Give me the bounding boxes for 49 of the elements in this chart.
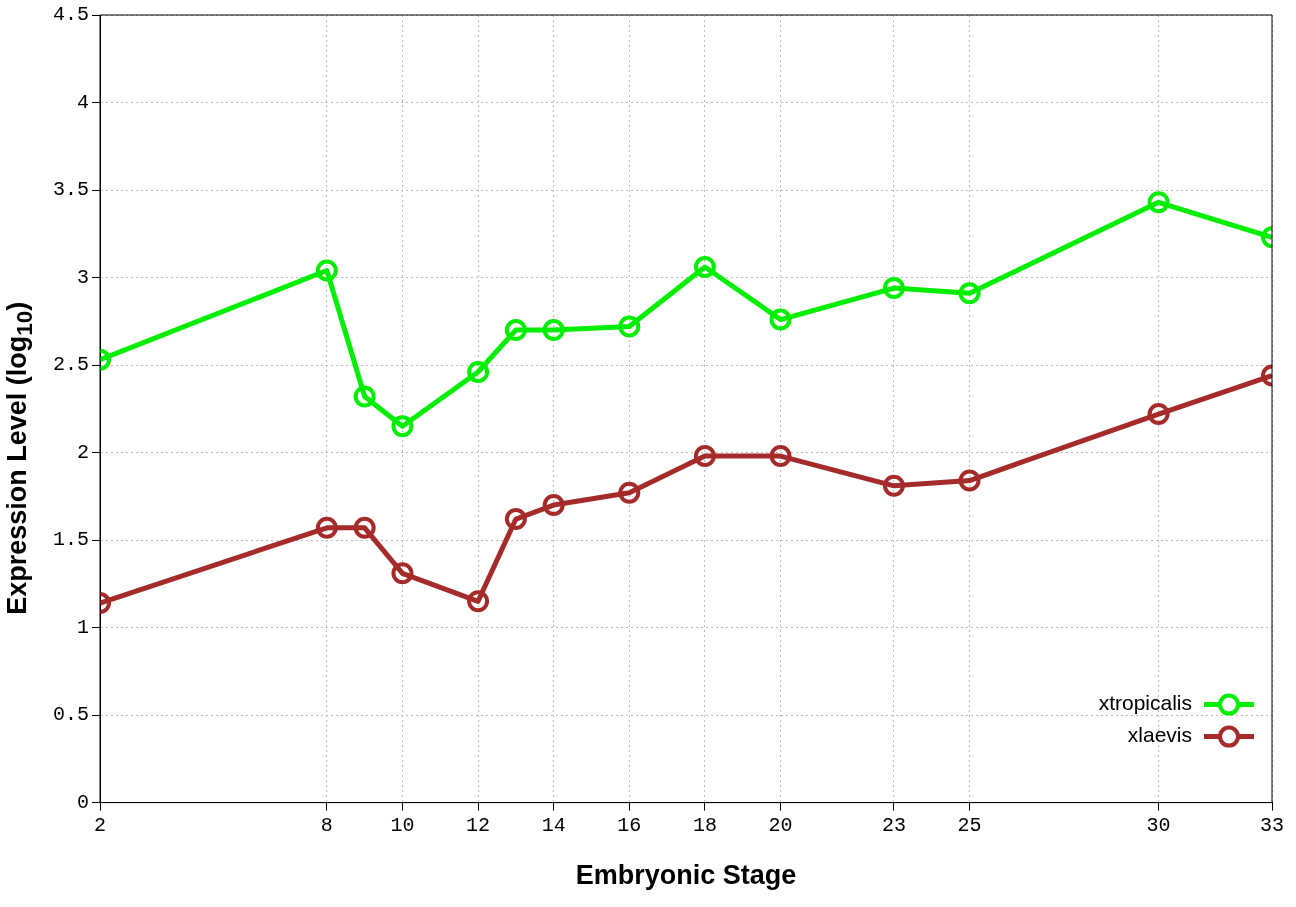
point (1147, 191, 1170, 214)
point (882, 277, 905, 300)
point (958, 469, 981, 492)
point (618, 481, 641, 504)
x-tick-label: 25 (957, 813, 982, 837)
x-tick-label: 8 (320, 813, 333, 837)
point (882, 474, 905, 497)
x-tick-label: 23 (881, 813, 906, 837)
x-axis-title: Embryonic Stage (575, 860, 797, 891)
x-tick-label: 12 (466, 813, 491, 837)
y-tick-label: 1.5 (52, 528, 90, 552)
point (467, 590, 490, 613)
point (542, 319, 565, 342)
y-tick-label: 2 (76, 440, 90, 464)
y-tick-label: 1 (76, 615, 90, 639)
legend-label: xtropicalis (1098, 691, 1192, 715)
point (769, 308, 792, 331)
y-tick-label: 4.5 (52, 3, 90, 27)
y-tick-label: 0.5 (52, 703, 90, 727)
y-tick-label: 4 (76, 90, 90, 114)
y-tick-label: 0 (76, 790, 90, 814)
point (315, 259, 338, 282)
x-tick-label: 33 (1259, 813, 1285, 837)
point (693, 256, 716, 279)
x-tick-label: 2 (94, 813, 107, 837)
x-tick-label: 20 (768, 813, 793, 837)
legend-label: xlaevis (1127, 723, 1192, 747)
point (769, 445, 792, 468)
point (504, 508, 527, 531)
point (315, 516, 338, 539)
x-tick-label: 30 (1146, 813, 1171, 837)
point (467, 361, 490, 384)
point (1147, 403, 1170, 426)
point (353, 385, 376, 408)
point (542, 494, 565, 517)
x-tick-label: 14 (541, 813, 566, 837)
point (693, 445, 716, 468)
point (353, 516, 376, 539)
point (391, 415, 414, 438)
x-tick-label: 18 (692, 813, 717, 837)
x-tick-label: 16 (617, 813, 642, 837)
point (391, 562, 414, 585)
point (504, 319, 527, 342)
y-tick-label: 3 (76, 265, 90, 289)
point (958, 282, 981, 305)
y-tick-label: 2.5 (52, 353, 90, 377)
x-tick-label: 10 (390, 813, 415, 837)
point (618, 315, 641, 338)
y-tick-label: 3.5 (52, 178, 90, 202)
